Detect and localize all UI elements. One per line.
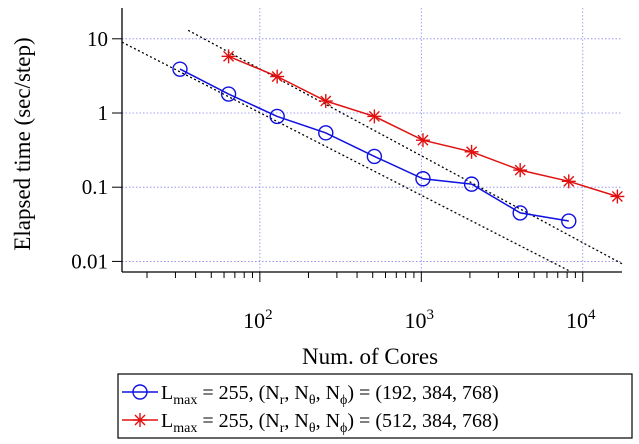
circle-marker [415,171,431,187]
star-marker [221,49,236,64]
legend-box [117,373,633,439]
star-marker [367,109,382,124]
x-tick-label: 104 [566,307,596,333]
legend-star-marker [133,413,147,427]
star-stroke [368,110,380,122]
legend-item-1: Lmax = 255, (Nr, Nθ, Nϕ) = (192, 384, 76… [122,382,499,408]
x-tick-labels: 102 103 104 [243,307,596,333]
star-stroke [134,414,146,426]
star-stroke [223,50,235,62]
star-stroke [271,71,283,83]
data-series [172,49,625,229]
legend: Lmax = 255, (Nr, Nθ, Nϕ) = (192, 384, 76… [117,373,633,439]
circle-marker [463,176,480,192]
star-marker [318,94,333,109]
legend-label: Lmax = 255, (Nr, Nθ, Nϕ) = (192, 384, 76… [161,382,499,408]
y-tick-labels: 10 1 0.1 0.01 [71,27,108,274]
y-tick-label: 0.01 [71,249,108,273]
star-marker [561,174,576,189]
legend-circle-marker [132,384,148,400]
circle-marker [366,148,383,165]
circle-marker [318,125,334,141]
axes [112,8,622,282]
star-marker [610,189,625,204]
star-marker [270,69,285,84]
star-stroke [514,164,526,176]
reference-line [187,29,623,265]
grid-lines [122,8,622,272]
y-axis-title: Elapsed time (sec/step) [10,37,35,250]
star-stroke [320,95,332,107]
star-stroke [611,190,623,203]
star-marker [415,133,430,148]
star-stroke [417,134,429,146]
star-stroke [466,146,478,158]
circle-marker [220,86,237,102]
circle-marker [269,108,285,125]
series-1 [172,61,577,229]
circle-marker [512,205,528,221]
y-tick-label: 1 [98,101,109,125]
x-tick-label: 102 [243,307,273,333]
circle-marker [561,213,577,229]
legend-item-2: Lmax = 255, (Nr, Nθ, Nϕ) = (512, 384, 76… [122,410,499,436]
reference-line [121,41,570,272]
x-tick-label: 103 [405,307,435,333]
series-2 [221,49,625,204]
circle-marker [172,61,188,77]
series-line [179,68,569,222]
y-tick-label: 0.1 [82,175,108,199]
star-marker [513,163,528,178]
star-stroke [563,175,575,187]
star-marker [464,144,479,159]
legend-label: Lmax = 255, (Nr, Nθ, Nϕ) = (512, 384, 76… [161,410,499,436]
x-axis-title: Num. of Cores [302,344,438,369]
y-tick-label: 10 [87,27,108,51]
